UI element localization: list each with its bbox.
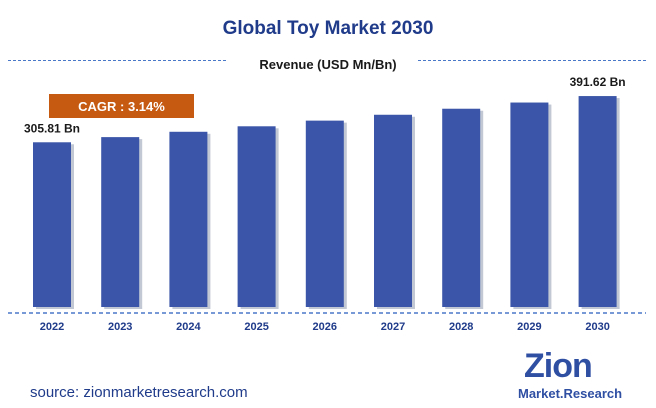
zion-logo: Zion Market.Research [516, 346, 638, 406]
x-tick-label: 2024 [176, 321, 201, 333]
x-tick-label: 2029 [517, 321, 541, 333]
bar [33, 142, 71, 307]
x-tick-label: 2030 [585, 321, 609, 333]
chart-title: Global Toy Market 2030 [222, 18, 434, 39]
bar [101, 137, 140, 307]
x-tick-label: 2025 [244, 321, 268, 333]
title-divider-line [8, 60, 226, 61]
data-label: 391.62 Bn [570, 75, 626, 89]
bar [169, 131, 208, 307]
bar [374, 114, 412, 307]
bar [578, 96, 617, 307]
cagr-badge: CAGR : 3.14% [49, 94, 194, 118]
logo-sub-text: Market.Research [518, 386, 623, 401]
logo-main-text: Zion [524, 347, 593, 385]
x-tick-label: 2022 [40, 321, 64, 333]
title-divider-line-right [418, 60, 646, 61]
x-tick-label: 2023 [108, 321, 132, 333]
x-tick-label: 2028 [449, 321, 473, 333]
source-label: source: zionmarketresearch.com [30, 384, 248, 401]
x-tick-label: 2026 [313, 321, 337, 333]
x-tick-label: 2027 [381, 321, 405, 333]
bar [305, 120, 344, 307]
bar [510, 102, 549, 308]
data-label: 305.81 Bn [24, 121, 80, 135]
bar [237, 126, 276, 307]
chart-subtitle: Revenue (USD Mn/Bn) [259, 57, 397, 72]
bar [442, 108, 481, 307]
